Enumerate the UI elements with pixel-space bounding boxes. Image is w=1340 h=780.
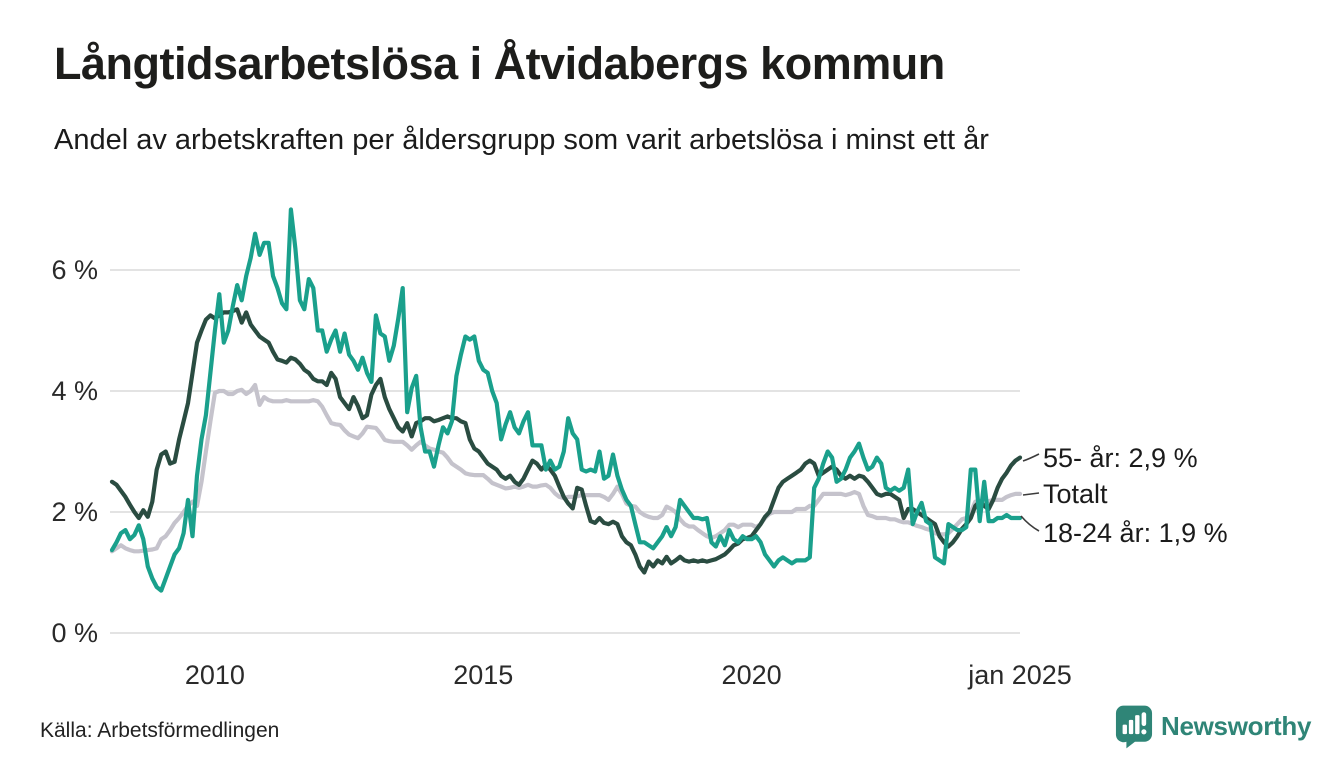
leader-line-total — [1022, 492, 1040, 496]
y-axis-label: 4 % — [51, 376, 98, 406]
x-axis-label: 2015 — [453, 660, 514, 690]
series-line-55-r — [109, 307, 1023, 575]
y-axis-label: 6 % — [51, 255, 98, 285]
series-end-label-total: Totalt — [1043, 479, 1108, 509]
page-title: Långtidsarbetslösa i Åtvidabergs kommun — [54, 38, 945, 89]
x-axis-label: 2010 — [184, 660, 245, 690]
series-lines — [109, 207, 1023, 593]
y-axis-label: 0 % — [51, 618, 98, 648]
series-end-label-18-24: 18-24 år: 1,9 % — [1043, 518, 1228, 548]
source-attribution: Källa: Arbetsförmedlingen — [40, 719, 280, 742]
y-axis-label: 2 % — [51, 497, 98, 527]
series-line-18-24-r — [109, 207, 1023, 593]
newsworthy-logo-icon — [1115, 705, 1153, 749]
newsworthy-logo-link[interactable]: Newsworthy — [1115, 704, 1311, 749]
series-end-label-55: 55- år: 2,9 % — [1043, 443, 1198, 473]
x-axis-label: 2020 — [721, 660, 782, 690]
leader-line-1824 — [1020, 515, 1040, 532]
x-axis-label: jan 2025 — [968, 660, 1072, 690]
newsworthy-logo-text: Newsworthy — [1161, 711, 1312, 741]
leader-line-55 — [1022, 453, 1040, 462]
page-subtitle: Andel av arbetskraften per åldersgrupp s… — [54, 124, 989, 156]
